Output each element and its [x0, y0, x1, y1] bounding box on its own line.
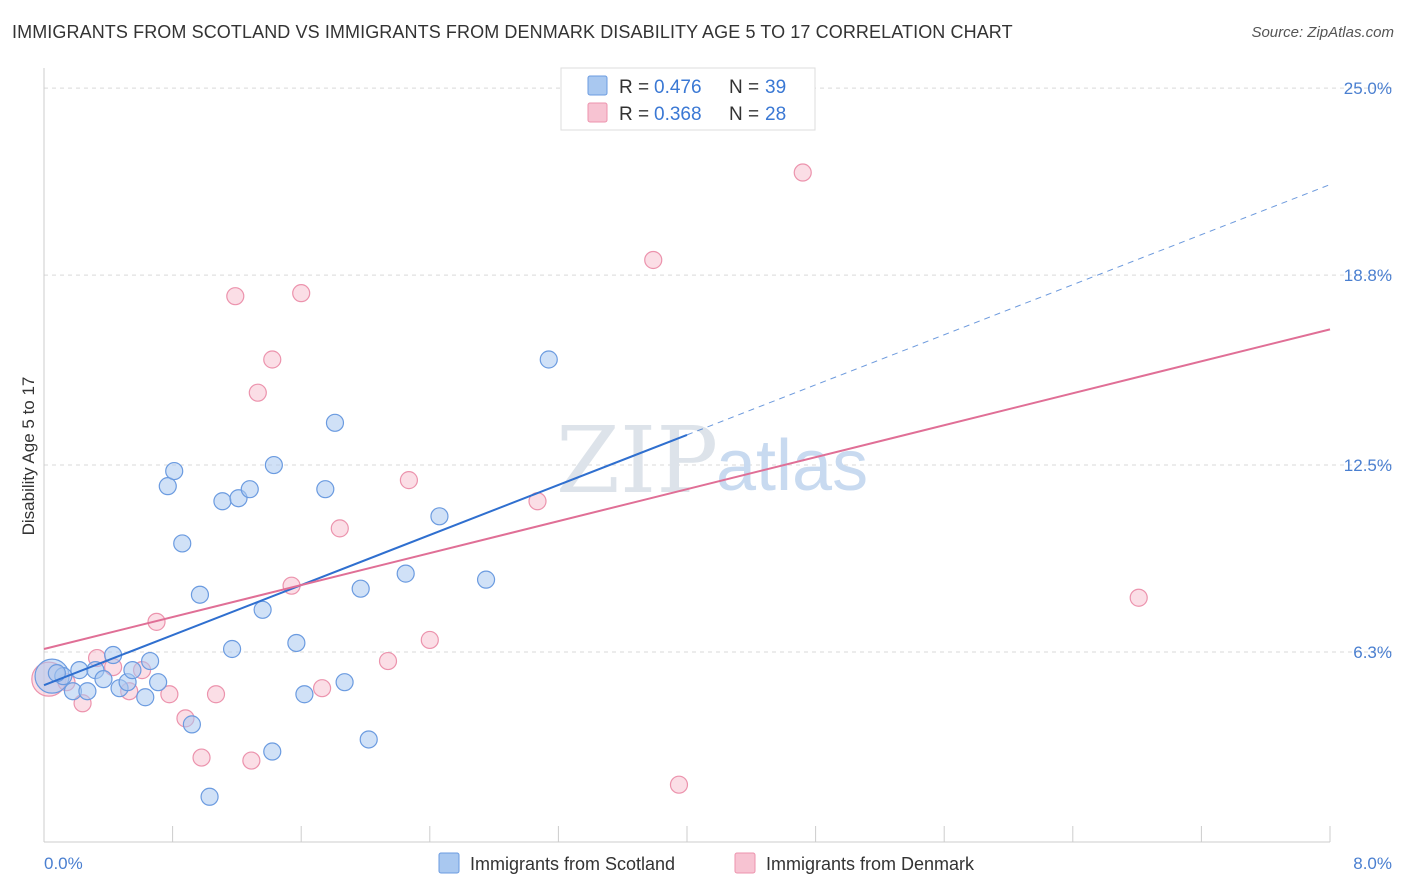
grid-lines — [44, 87, 1392, 653]
scotland-point — [47, 664, 66, 683]
scotland-point — [94, 670, 113, 689]
x-tick-label-max: 8.0% — [1353, 854, 1392, 873]
scotland-point — [539, 350, 558, 369]
legend-r-label-scotland: R = — [619, 77, 649, 98]
scotland-point — [140, 651, 160, 671]
scotland-point — [396, 564, 415, 583]
legend-n-scotland: 39 — [765, 77, 786, 98]
legend-r-scotland: 0.476 — [654, 77, 702, 98]
denmark-point — [1129, 588, 1148, 607]
scotland-point — [123, 661, 142, 680]
scotland-trend-line — [43, 433, 688, 687]
scotland-point — [264, 455, 283, 475]
denmark-point — [644, 250, 663, 270]
scotland-trend-extension — [686, 184, 1331, 436]
legend-r-label-denmark: R = — [619, 104, 649, 125]
legend-swatch-denmark — [587, 102, 608, 123]
scotland-point — [182, 715, 201, 734]
watermark: ZIP atlas — [556, 407, 868, 514]
y-tick-label: 6.3% — [1353, 643, 1392, 662]
denmark-point — [192, 748, 211, 767]
legend-n-label-denmark: N = — [729, 104, 759, 125]
bottom-legend-label-denmark: Immigrants from Denmark — [766, 854, 975, 874]
watermark-atlas: atlas — [716, 426, 868, 506]
denmark-point — [793, 163, 812, 182]
denmark-point — [242, 751, 261, 770]
denmark-point — [330, 519, 349, 538]
y-axis-title: Disability Age 5 to 17 — [19, 377, 38, 536]
source-label: Source: ZipAtlas.com — [1251, 24, 1394, 41]
denmark-point — [669, 775, 689, 794]
axes — [43, 68, 1331, 843]
scotland-point — [325, 413, 345, 432]
denmark-trend-line — [43, 328, 1331, 650]
chart-title: IMMIGRANTS FROM SCOTLAND VS IMMIGRANTS F… — [12, 22, 1013, 42]
top-legend: R = 0.476 N = 39 R = 0.368 N = 28 — [560, 67, 816, 131]
denmark-point — [160, 685, 179, 704]
denmark-point — [226, 287, 245, 306]
bottom-legend-swatch-denmark — [734, 852, 756, 874]
denmark-point — [248, 383, 267, 402]
y-tick-labels: 6.3% 12.5% 18.8% 25.0% — [1344, 79, 1392, 662]
bottom-legend: Immigrants from Scotland Immigrants from… — [438, 852, 975, 874]
scotland-point — [149, 673, 168, 692]
scotland-point — [476, 570, 496, 589]
scotland-point — [287, 633, 306, 653]
x-tick-label-min: 0.0% — [44, 854, 83, 873]
trend-lines — [43, 184, 1331, 687]
scotland-point — [316, 480, 335, 499]
scotland-point — [335, 673, 354, 692]
scotland-point — [190, 585, 210, 604]
scotland-point — [263, 742, 282, 761]
bottom-legend-label-scotland: Immigrants from Scotland — [470, 854, 675, 874]
denmark-point — [378, 651, 398, 671]
y-tick-label: 18.8% — [1344, 266, 1392, 285]
scotland-point — [240, 480, 259, 499]
denmark-point — [312, 679, 332, 698]
scatter-points — [31, 163, 1148, 806]
legend-r-denmark: 0.368 — [654, 104, 702, 125]
denmark-point — [263, 350, 282, 369]
legend-swatch-scotland — [587, 75, 608, 96]
bottom-legend-swatch-scotland — [438, 852, 460, 874]
scotland-point — [158, 477, 177, 496]
scotland-point — [295, 685, 314, 704]
scotland-point — [222, 639, 242, 659]
denmark-point — [206, 685, 226, 704]
watermark-zip: ZIP — [556, 407, 718, 514]
denmark-point — [420, 630, 439, 650]
scotland-point — [78, 682, 97, 701]
scotland-point — [165, 461, 184, 481]
legend-n-label-scotland: N = — [729, 77, 759, 98]
scotland-point — [351, 579, 370, 598]
denmark-point — [292, 284, 311, 303]
scotland-point — [359, 730, 378, 749]
scotland-point — [430, 507, 449, 526]
scotland-point — [213, 492, 232, 511]
scotland-point — [173, 534, 192, 553]
denmark-point — [399, 471, 419, 490]
legend-n-denmark: 28 — [765, 104, 786, 125]
scotland-point — [253, 600, 272, 619]
scotland-point — [200, 787, 219, 806]
y-tick-label: 12.5% — [1344, 456, 1392, 475]
y-tick-label: 25.0% — [1344, 79, 1392, 98]
scotland-point — [136, 688, 155, 707]
